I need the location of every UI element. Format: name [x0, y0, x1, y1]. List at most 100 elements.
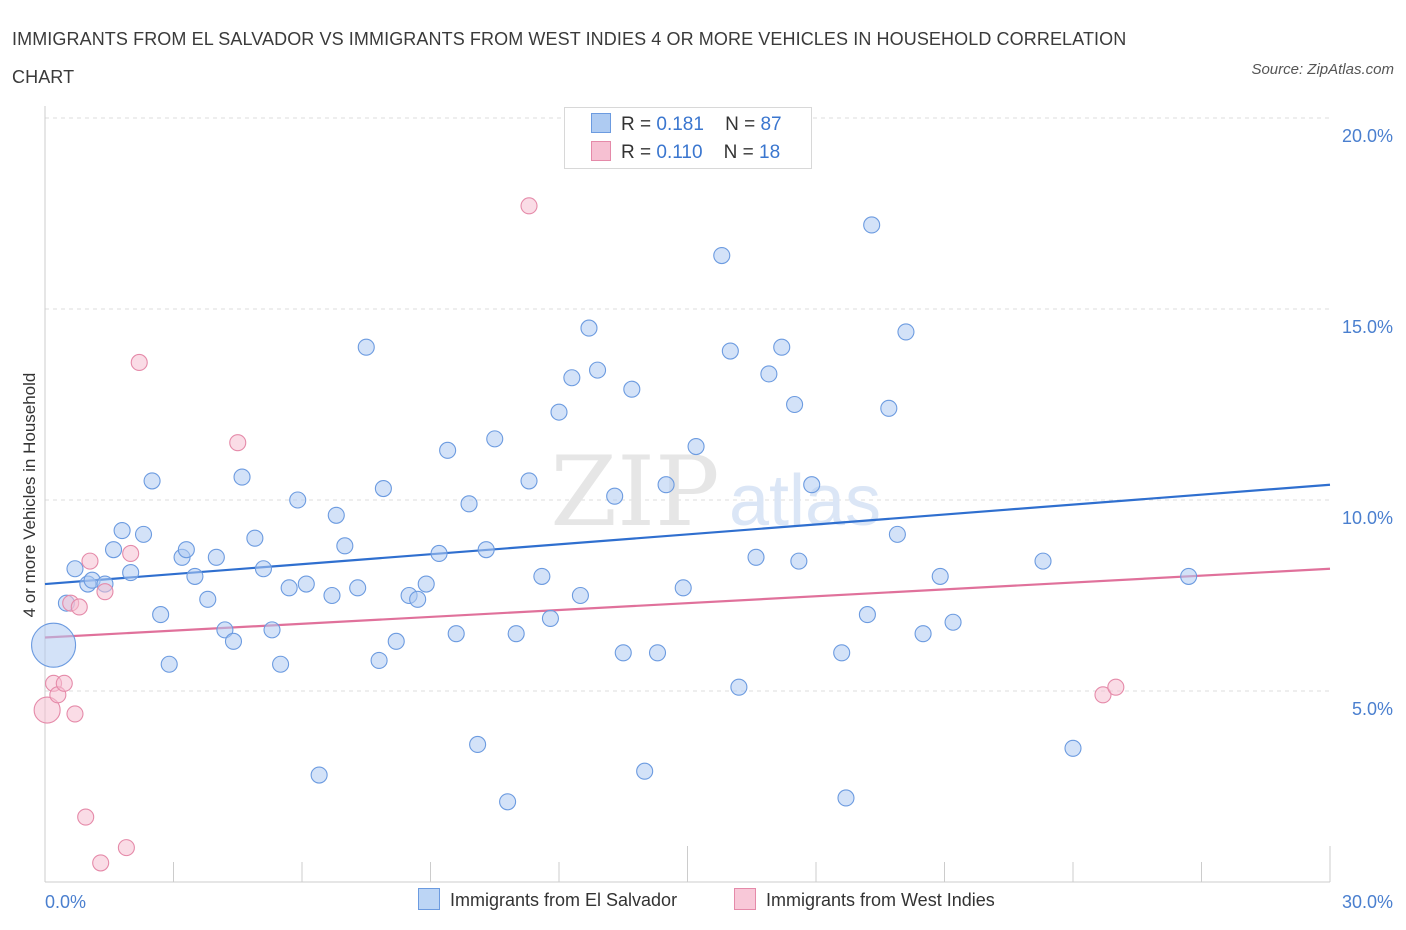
- grid-lines: [45, 117, 1330, 692]
- point-el-salvador: [160, 655, 178, 673]
- y-tick-label: 15.0%: [1342, 317, 1393, 337]
- point-el-salvador: [224, 632, 243, 650]
- point-el-salvador: [272, 655, 290, 673]
- point-west-indies: [1094, 686, 1112, 704]
- legend-n-label: N =: [725, 114, 756, 135]
- point-el-salvador: [349, 579, 367, 597]
- point-el-salvador: [833, 644, 851, 662]
- point-west-indies: [130, 353, 148, 372]
- source-label: Source: ZipAtlas.com: [1251, 61, 1394, 78]
- point-el-salvador: [863, 216, 881, 234]
- point-el-salvador: [486, 430, 504, 448]
- point-el-salvador: [657, 476, 675, 494]
- point-el-salvador: [1064, 739, 1082, 757]
- point-el-salvador: [1034, 552, 1052, 570]
- point-west-indies: [81, 552, 99, 570]
- point-el-salvador: [370, 651, 388, 669]
- point-west-indies: [122, 544, 140, 563]
- point-el-salvador: [837, 789, 855, 807]
- legend-r-label: R =: [621, 142, 652, 163]
- point-el-salvador: [387, 632, 405, 650]
- point-el-salvador: [580, 319, 598, 337]
- legend-row-el-salvador: R = 0.181 N = 87: [591, 113, 782, 137]
- tick-labels: 5.0% 10.0% 15.0% 20.0% 0.0% 30.0%: [45, 126, 1393, 912]
- point-el-salvador: [914, 625, 932, 643]
- bottom-legend-el-salvador: Immigrants from El Salvador: [418, 888, 677, 911]
- legend-row-west-indies: R = 0.110 N = 18: [591, 141, 780, 165]
- point-el-salvador: [469, 735, 487, 754]
- data-points: [31, 197, 1198, 872]
- bottom-legend-west-indies: Immigrants from West Indies: [734, 888, 995, 911]
- point-el-salvador: [323, 586, 341, 605]
- point-el-salvador: [357, 338, 375, 356]
- point-el-salvador: [648, 644, 667, 662]
- point-el-salvador: [143, 472, 161, 490]
- point-west-indies: [70, 598, 88, 616]
- point-el-salvador: [721, 342, 739, 360]
- point-el-salvador: [263, 621, 281, 639]
- trend-line: [44, 567, 1331, 639]
- legend-swatch-blue: [591, 113, 611, 133]
- point-el-salvador: [447, 625, 465, 643]
- point-el-salvador: [417, 575, 435, 593]
- point-el-salvador: [931, 567, 949, 585]
- point-el-salvador: [888, 525, 906, 543]
- point-el-salvador: [460, 495, 478, 513]
- point-west-indies: [1107, 678, 1125, 696]
- watermark-atlas: atlas: [729, 461, 881, 541]
- point-el-salvador: [730, 678, 748, 696]
- point-el-salvador: [803, 476, 821, 494]
- point-el-salvador: [66, 560, 84, 578]
- point-el-salvador: [430, 544, 448, 563]
- point-el-salvador: [760, 365, 778, 383]
- point-west-indies: [96, 583, 114, 601]
- axes: [44, 106, 1331, 883]
- point-el-salvador: [507, 625, 525, 643]
- point-el-salvador: [499, 793, 517, 811]
- point-el-salvador: [439, 441, 457, 459]
- point-el-salvador: [336, 537, 354, 555]
- point-el-salvador: [289, 491, 307, 509]
- point-el-salvador: [713, 246, 731, 265]
- point-el-salvador: [31, 622, 77, 668]
- point-el-salvador: [606, 487, 624, 505]
- point-west-indies: [66, 705, 84, 723]
- point-el-salvador: [520, 472, 538, 490]
- point-el-salvador: [177, 541, 195, 559]
- point-el-salvador: [880, 399, 898, 417]
- y-tick-label: 10.0%: [1342, 508, 1393, 528]
- point-el-salvador: [533, 567, 551, 585]
- point-el-salvador: [233, 468, 251, 486]
- point-west-indies: [520, 197, 538, 215]
- point-west-indies: [77, 808, 95, 826]
- bottom-legend-swatch-pink: [734, 888, 756, 910]
- point-west-indies: [92, 854, 110, 872]
- legend-n-value: 18: [759, 142, 781, 163]
- point-west-indies: [55, 674, 73, 692]
- point-el-salvador: [786, 395, 804, 414]
- y-tick-label: 20.0%: [1342, 126, 1393, 146]
- point-el-salvador: [477, 541, 495, 559]
- point-el-salvador: [113, 522, 131, 540]
- x-tick-label: 30.0%: [1342, 892, 1393, 912]
- bottom-legend-swatch-blue: [418, 888, 440, 910]
- point-el-salvador: [571, 586, 589, 605]
- point-el-salvador: [944, 613, 962, 631]
- point-el-salvador: [790, 552, 808, 570]
- point-el-salvador: [280, 579, 298, 597]
- point-el-salvador: [541, 609, 559, 627]
- point-el-salvador: [687, 437, 705, 456]
- point-el-salvador: [186, 567, 204, 585]
- point-el-salvador: [254, 560, 273, 578]
- correlation-legend: R = 0.181 N = 87 R = 0.110 N = 18: [564, 107, 812, 169]
- legend-r-label: R =: [621, 114, 652, 135]
- point-west-indies: [229, 434, 247, 452]
- x-tick-label: 0.0%: [45, 892, 86, 912]
- point-el-salvador: [636, 762, 654, 780]
- point-west-indies: [33, 696, 61, 724]
- y-tick-label: 5.0%: [1352, 699, 1393, 719]
- point-el-salvador: [897, 323, 915, 341]
- legend-n-label: N =: [723, 142, 754, 163]
- point-el-salvador: [858, 606, 876, 624]
